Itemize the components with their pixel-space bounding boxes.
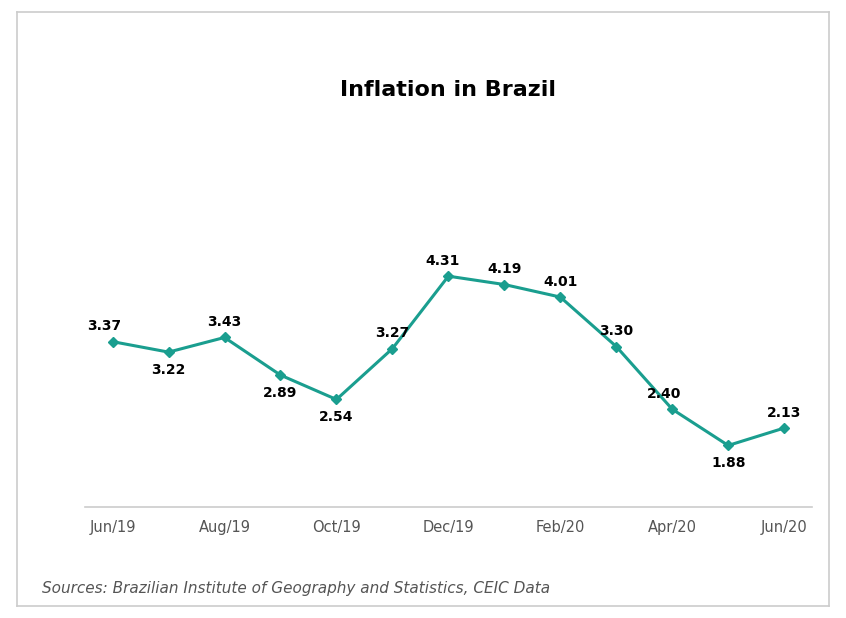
Text: 2.40: 2.40	[646, 387, 681, 401]
Text: 4.19: 4.19	[487, 262, 521, 276]
Text: 4.01: 4.01	[543, 275, 578, 289]
Text: 3.22: 3.22	[151, 363, 186, 376]
Text: 3.27: 3.27	[376, 326, 409, 341]
Text: 2.13: 2.13	[767, 405, 801, 420]
Text: 3.37: 3.37	[87, 320, 121, 333]
Text: 2.54: 2.54	[319, 410, 354, 424]
Text: 4.31: 4.31	[426, 254, 460, 268]
Text: 2.89: 2.89	[263, 386, 298, 399]
Text: 3.30: 3.30	[599, 324, 634, 338]
Text: Sources: Brazilian Institute of Geography and Statistics, CEIC Data: Sources: Brazilian Institute of Geograph…	[42, 582, 551, 596]
Text: 3.43: 3.43	[207, 315, 242, 329]
Text: 1.88: 1.88	[711, 456, 745, 470]
Title: Inflation in Brazil: Inflation in Brazil	[340, 80, 557, 100]
